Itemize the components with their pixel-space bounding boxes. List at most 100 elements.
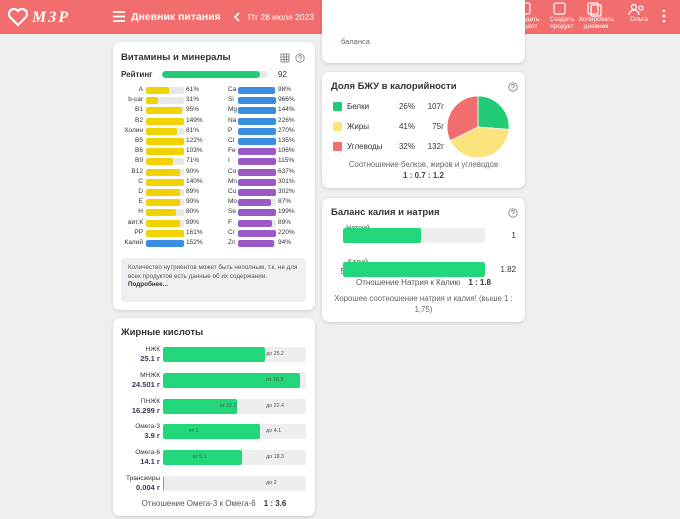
acid-name: Омега-3 <box>135 423 160 431</box>
legend-percent: 32% <box>398 142 415 151</box>
ratio-value: 1 : 3.6 <box>263 499 287 508</box>
menu-icon[interactable] <box>113 11 125 22</box>
nutrient-bar <box>146 107 183 115</box>
nutrient-track <box>146 87 184 94</box>
nutrient-track <box>238 117 276 125</box>
legend-name: Белки <box>347 102 370 111</box>
nutrient-name: B2 <box>135 116 143 124</box>
section-title: Дневник питания <box>131 11 221 23</box>
help-icon[interactable] <box>295 53 305 63</box>
legend-name: Углеводы <box>347 142 383 151</box>
nutrient-track <box>238 158 276 166</box>
card-title: Доля БЖУ в калорийности <box>331 81 457 92</box>
nutrient-bar <box>146 127 177 135</box>
card-title: Баланс калия и натрия <box>331 207 440 218</box>
nutrient-percent: 115% <box>278 157 295 165</box>
pie-ratio: 1 : 0.7 : 1.2 <box>403 171 444 180</box>
nutrient-bar <box>146 229 184 237</box>
acid-norm-label: до 25.2 <box>266 351 284 357</box>
header-action[interactable]: Создать продукт <box>549 16 575 31</box>
legend-grams: 107г <box>427 102 444 111</box>
nutrient-track <box>238 168 276 176</box>
nutrient-bar <box>146 117 184 125</box>
nutrient-bar <box>146 209 177 217</box>
balance-text: баланса <box>341 37 370 46</box>
legend-swatch <box>333 142 342 151</box>
help-circle <box>508 82 518 92</box>
acid-norm-label: от 1 <box>188 428 199 435</box>
acid-track: от 5.1 до 18.3 <box>163 450 306 466</box>
nutrient-track <box>146 168 184 176</box>
nutrient-percent: 89% <box>278 218 292 226</box>
nutrient-percent: 135% <box>278 137 295 144</box>
nutrient-name: B5 <box>135 137 143 144</box>
acid-amount: 24.501 г <box>131 379 160 389</box>
nutrient-track <box>238 219 276 227</box>
nutrient-track <box>238 148 276 156</box>
nutrient-name: B9 <box>135 157 143 165</box>
ratio-line: Отношение Натрия к Калию 1 : 1.8 <box>322 278 525 287</box>
card-title: Витамины и минералы <box>121 52 231 63</box>
nutrient-track <box>238 107 276 115</box>
date[interactable]: Пт 28 июля 2023 <box>248 12 314 22</box>
logo-text: МЗР <box>32 9 71 26</box>
nutrient-bar <box>238 127 276 135</box>
nutrient-track <box>146 127 184 135</box>
rating-track <box>162 71 268 78</box>
nutrient-name: Cu <box>228 188 237 195</box>
pie-chart <box>446 95 510 159</box>
nutrient-name: B12 <box>131 167 143 175</box>
grid-icon[interactable] <box>280 53 290 63</box>
nutrient-percent: 103% <box>186 147 203 155</box>
nutrient-percent: 89% <box>186 218 200 226</box>
nutrient-track <box>146 199 184 207</box>
prev-day[interactable] <box>233 12 240 22</box>
help-icon[interactable] <box>508 82 518 92</box>
nutrient-name: Na <box>228 116 237 124</box>
acid-norm-label: от 5.1 <box>192 454 207 461</box>
nutrient-percent: 106% <box>278 147 295 155</box>
nutrient-name: Cl <box>228 137 235 144</box>
info-note: Количество нутриентов может быть неполны… <box>121 258 306 302</box>
nutrient-name: Se <box>228 208 236 216</box>
nutrient-track <box>238 209 276 217</box>
nutrient-bar <box>238 199 272 207</box>
nutrient-percent: 302% <box>278 188 295 195</box>
header-action[interactable]: Копировать дневник <box>579 16 614 31</box>
fatty-acids-card: Жирные кислоты НЖК 25.1 г до 25.2 МНЖК 24.501… <box>113 318 315 516</box>
legend-percent: 41% <box>398 122 415 131</box>
legend-grams: 75г <box>432 122 444 131</box>
legend-swatch <box>333 102 342 111</box>
note-link[interactable]: Подробнее... <box>128 281 168 288</box>
nutrient-bar <box>238 107 276 115</box>
nutrient-percent: 161% <box>186 228 203 236</box>
nutrient-bar <box>238 209 276 217</box>
nutrient-bar <box>146 178 184 186</box>
nutrient-track <box>146 240 184 247</box>
nutrient-track <box>238 138 276 145</box>
kebab-menu[interactable] <box>662 9 666 23</box>
nutrient-name: b-car <box>128 96 143 104</box>
nutrient-name: Mn <box>228 177 238 185</box>
help-icon[interactable] <box>508 208 518 218</box>
acid-name: МНЖК <box>140 371 160 379</box>
header-action[interactable]: Ольга <box>629 16 648 23</box>
nutrient-percent: 122% <box>186 137 203 144</box>
nutrient-name: вит.К <box>128 218 143 226</box>
header-action[interactable]: Создать рецепт <box>514 16 540 31</box>
acid-amount: 25.1 г <box>140 354 160 363</box>
acid-bar <box>163 450 242 466</box>
bju-card: Доля БЖУ в калорийности Белки 26% 107г Жиры 4… <box>322 72 525 188</box>
nutrient-bar <box>146 87 170 94</box>
nutrient-bar <box>238 168 276 176</box>
nutrient-percent: 199% <box>278 208 295 216</box>
nutrient-bar <box>238 189 276 196</box>
nutrient-bar <box>146 97 158 105</box>
acid-norm-label: до 22.4 <box>266 402 284 409</box>
acid-name: ПНЖК <box>140 397 160 405</box>
nutrient-name: Cr <box>228 228 235 236</box>
pie-caption: Соотношение белков, жиров и углеводов <box>348 160 499 169</box>
nutrient-track <box>146 158 184 166</box>
ratio-line: Отношение Омега-3 к Омега-6 1 : 3.6 <box>113 499 315 508</box>
nutrient-bar <box>146 148 184 156</box>
